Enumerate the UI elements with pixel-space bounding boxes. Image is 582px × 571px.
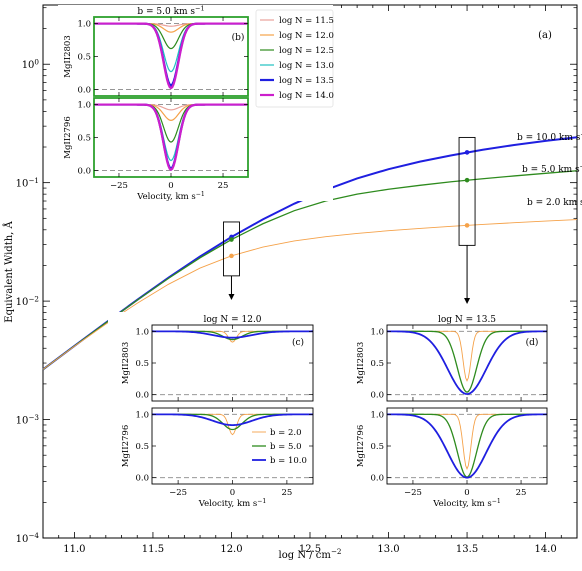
x-axis-label: log N / cm−2 (279, 547, 342, 561)
inset-y-tick-label: 0.5 (77, 53, 91, 63)
inset-y-tick-label: 1.0 (370, 410, 384, 420)
inset-y-tick-label: 0.5 (135, 359, 149, 369)
inset-x-tick-label: 25 (281, 488, 292, 498)
inset-y-tick-label: 0.0 (77, 85, 91, 95)
curve-line (42, 219, 578, 370)
inset-y-tick-label: 0.5 (135, 442, 149, 452)
inset-x-tick-label: 0 (230, 488, 235, 498)
profile-line (387, 330, 547, 393)
x-tick-label: 14.0 (534, 544, 556, 555)
inset-y-tick-label: 0.0 (135, 474, 149, 484)
inset-y-axis-label: MgII2796 (121, 425, 131, 468)
x-tick-label: 12.5 (299, 544, 321, 555)
curve-label: b = 10.0 km s−1 (517, 131, 582, 143)
pointer-arrowhead (464, 298, 471, 304)
inset-x-tick-label: 0 (168, 181, 173, 191)
inset-panel-label: (c) (292, 337, 304, 348)
legend-label: b = 10.0 (270, 456, 307, 466)
inset-y-tick-label: 1.0 (370, 327, 384, 337)
inset-x-tick-label: −25 (404, 488, 422, 498)
inset-d-panel: 0.0 0.5 1.0 MgII2803 0.0 0.5 1.0 −25 0 25 MgII2796… (343, 312, 553, 518)
legend-label: log N = 12.5 (279, 46, 334, 56)
inset-x-tick-label: 0 (464, 488, 469, 498)
inset-y-tick-label: 0.5 (370, 359, 384, 369)
data-marker (229, 237, 234, 242)
inset-y-tick-label: 0.0 (77, 166, 91, 176)
inset-y-tick-label: 1.0 (77, 101, 91, 111)
inset-x-tick-label: 25 (516, 488, 527, 498)
curve-line (42, 170, 578, 370)
x-tick-label: 11.0 (63, 544, 85, 555)
inset-title: b = 5.0 km s−1 (137, 5, 204, 17)
inset-x-axis-label: Velocity, km s−1 (432, 498, 501, 509)
pointer-arrowhead (228, 294, 235, 300)
curve-label: b = 5.0 km s−1 (522, 163, 582, 175)
legend-label: log N = 13.5 (279, 76, 334, 86)
inset-y-axis-label: MgII2803 (121, 342, 131, 385)
x-tick-label: 11.5 (142, 544, 164, 555)
x-tick-label: 13.0 (377, 544, 399, 555)
inset-b-panel: 0.0 0.5 1.0 MgII2803 0.0 0.5 1.0 −25 0 25 MgII2796… (58, 5, 334, 202)
inset-y-tick-label: 0.0 (370, 474, 384, 484)
inset-title: log N = 13.5 (438, 315, 496, 325)
profile-line (94, 22, 248, 90)
x-tick-label: 12.0 (220, 544, 242, 555)
inset-y-tick-label: 0.5 (370, 442, 384, 452)
panel-label-a: (a) (538, 30, 552, 41)
inset-x-tick-label: −25 (169, 488, 187, 498)
inset-y-tick-label: 1.0 (135, 410, 149, 420)
profile-line (386, 330, 548, 395)
inset-y-tick-label: 1.0 (135, 327, 149, 337)
inset-panel-label: (d) (526, 337, 539, 348)
profile-line (94, 103, 248, 172)
inset-y-axis-label: MgII2803 (356, 342, 366, 385)
inset-y-axis-label: MgII2803 (63, 35, 73, 78)
data-marker (464, 223, 470, 228)
data-marker (229, 253, 234, 259)
legend-label: log N = 13.0 (279, 61, 334, 71)
legend-label: log N = 12.0 (279, 31, 334, 41)
legend-box (255, 9, 334, 108)
inset-title: log N = 12.0 (203, 315, 261, 325)
inset-c-panel: 0.0 0.5 1.0 MgII2803 0.0 0.5 1.0 −25 0 25 MgII2796… (108, 312, 320, 518)
inset-x-axis-label: Velocity, km s−1 (136, 191, 205, 202)
y-axis-label: Equivalent Width, Å (3, 221, 15, 323)
inset-y-tick-label: 0.0 (135, 391, 149, 401)
legend-label: log N = 11.5 (279, 16, 334, 26)
x-tick-label: 13.5 (456, 544, 478, 555)
legend-label: b = 2.0 (270, 428, 302, 438)
inset-y-axis-label: MgII2796 (63, 116, 73, 159)
profile-line (152, 413, 313, 427)
profile-line (386, 413, 548, 479)
inset-y-tick-label: 0.0 (370, 391, 384, 401)
inset-y-axis-label: MgII2796 (356, 425, 366, 468)
inset-x-tick-label: 25 (218, 181, 229, 191)
data-marker (464, 177, 470, 183)
inset-x-tick-label: −25 (110, 181, 128, 191)
curve-label: b = 2.0 km s−1 (527, 196, 582, 208)
inset-y-tick-label: 1.0 (77, 20, 91, 30)
inset-y-tick-label: 0.5 (77, 134, 91, 144)
profile-line (152, 330, 313, 339)
inset-panel-label: (b) (232, 32, 245, 43)
legend-label: b = 5.0 (270, 442, 302, 452)
data-marker (464, 150, 470, 155)
legend-label: log N = 14.0 (279, 91, 334, 101)
inset-x-axis-label: Velocity, km s−1 (198, 498, 267, 509)
